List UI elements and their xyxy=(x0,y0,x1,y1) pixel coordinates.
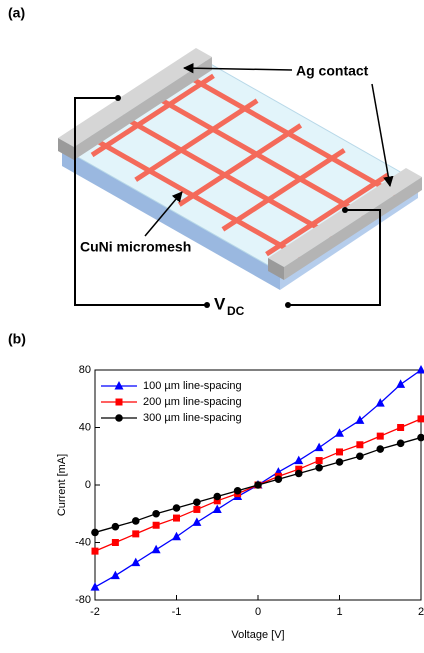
point xyxy=(356,452,364,460)
contact-dot xyxy=(204,302,210,308)
y-tick-label: -40 xyxy=(75,536,91,548)
point xyxy=(397,424,404,431)
point xyxy=(112,523,120,531)
point xyxy=(335,428,344,437)
point xyxy=(336,458,344,466)
point xyxy=(172,532,181,541)
point xyxy=(316,457,323,464)
y-axis-label: Current [mA] xyxy=(56,454,68,516)
y-tick-label: 40 xyxy=(79,421,91,433)
x-axis-label: Voltage [V] xyxy=(231,629,284,641)
point xyxy=(377,433,384,440)
x-tick-label: 1 xyxy=(336,606,342,618)
contact-dot xyxy=(342,207,348,213)
point xyxy=(294,456,303,465)
mesh-label: CuNi micromesh xyxy=(80,239,191,255)
legend-marker xyxy=(116,399,123,406)
point xyxy=(192,517,201,526)
point xyxy=(132,517,140,525)
x-tick-label: 0 xyxy=(255,606,261,618)
point xyxy=(418,415,424,422)
page: (a) V DC Ag contact CuNi micromesh (b) -… xyxy=(0,0,424,653)
legend-marker xyxy=(115,414,123,422)
point xyxy=(376,445,384,453)
point xyxy=(213,493,221,501)
voltage-subscript: DC xyxy=(227,304,245,318)
point xyxy=(275,475,283,483)
legend-marker xyxy=(115,381,124,390)
point xyxy=(111,571,120,580)
x-tick-label: -1 xyxy=(172,606,182,618)
x-tick-label: 2 xyxy=(418,606,424,618)
contact-label: Ag contact xyxy=(296,63,369,79)
point xyxy=(355,415,364,424)
contact-dot xyxy=(115,95,121,101)
y-tick-label: 80 xyxy=(79,364,91,376)
point xyxy=(397,440,405,448)
point xyxy=(254,481,262,489)
voltage-symbol: V xyxy=(214,294,226,313)
figure: (a) V DC Ag contact CuNi micromesh (b) -… xyxy=(0,0,424,653)
point xyxy=(112,539,119,546)
point xyxy=(91,529,99,537)
panel-label: (a) xyxy=(8,5,25,21)
legend-label: 200 µm line-spacing xyxy=(143,396,242,408)
panel-label: (b) xyxy=(8,331,26,347)
point xyxy=(132,530,139,537)
chart: -2 -1 0 1 2 -80 -40 0 40 80 Voltage [V] Current [mA… xyxy=(56,364,424,641)
point xyxy=(315,443,324,452)
point xyxy=(92,548,99,555)
point xyxy=(173,504,181,512)
point xyxy=(193,506,200,513)
point xyxy=(315,464,323,472)
legend-label: 100 µm line-spacing xyxy=(143,380,242,392)
point xyxy=(193,498,201,506)
point xyxy=(396,379,405,388)
point xyxy=(152,510,160,518)
point xyxy=(356,441,363,448)
point xyxy=(213,504,222,513)
point xyxy=(131,558,140,567)
legend-label: 300 µm line-spacing xyxy=(143,412,242,424)
point xyxy=(234,487,242,495)
point xyxy=(152,545,161,554)
point xyxy=(153,522,160,529)
point xyxy=(336,448,343,455)
y-tick-label: -80 xyxy=(75,594,91,606)
point xyxy=(417,434,424,442)
point xyxy=(91,582,100,591)
point xyxy=(173,515,180,522)
point xyxy=(295,470,303,478)
x-tick-label: -2 xyxy=(90,606,100,618)
contact-dot xyxy=(285,302,291,308)
y-tick-label: 0 xyxy=(85,479,91,491)
point xyxy=(417,365,424,374)
